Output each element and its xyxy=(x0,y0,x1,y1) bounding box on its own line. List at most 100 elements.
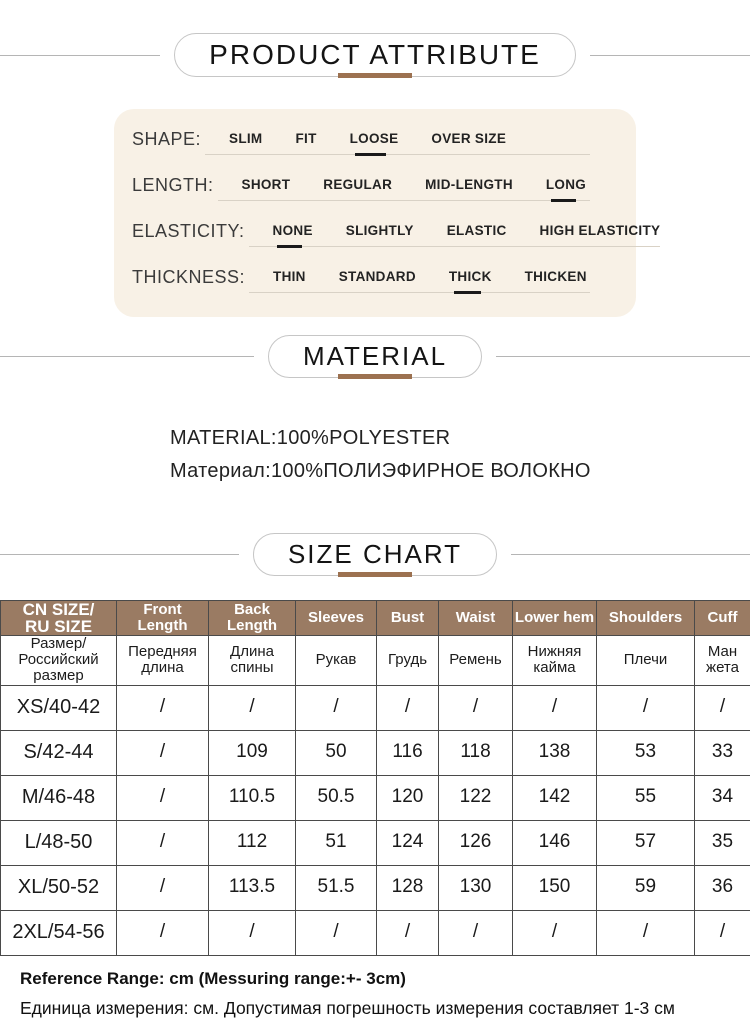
ru-header-shoulders: Плечи xyxy=(597,636,695,686)
reference-range-note: Reference Range: cm (Messuring range:+- … xyxy=(20,969,730,989)
table-cell: 34 xyxy=(695,775,750,820)
table-header-row: CN SIZE/ RU SIZE Front Length Back Lengt… xyxy=(1,601,750,636)
product-attribute-title: PRODUCT ATTRIBUTE xyxy=(209,39,541,71)
table-cell: / xyxy=(296,685,377,730)
table-cell: / xyxy=(377,685,439,730)
table-cell: / xyxy=(513,685,597,730)
table-cell: 113.5 xyxy=(209,865,296,910)
table-cell: / xyxy=(377,910,439,955)
heading-accent-bar xyxy=(338,572,412,577)
ru-header-size: Размер/ Российский размер xyxy=(1,636,117,686)
reference-range-note-ru: Единица измерения: см. Допустимая погреш… xyxy=(20,998,730,1019)
heading-line-left xyxy=(0,55,160,56)
heading-box: MATERIAL xyxy=(268,335,482,378)
table-cell: 124 xyxy=(377,820,439,865)
option-thick: THICK xyxy=(449,269,492,284)
table-cell: 150 xyxy=(513,865,597,910)
ru-header-lower-hem: Нижняя кайма xyxy=(513,636,597,686)
table-cell: 112 xyxy=(209,820,296,865)
table-cell: / xyxy=(597,910,695,955)
heading-line-left xyxy=(0,554,239,555)
col-header-waist: Waist xyxy=(439,601,513,636)
attr-row-length: LENGTH: SHORT REGULAR MID-LENGTH LONG xyxy=(132,173,618,209)
table-cell: 50.5 xyxy=(296,775,377,820)
option-slim: SLIM xyxy=(229,131,262,146)
ru-header-back-length: Длина спины xyxy=(209,636,296,686)
table-header-row-ru: Размер/ Российский размер Передняя длина… xyxy=(1,636,750,686)
ru-header-waist: Ремень xyxy=(439,636,513,686)
ru-header-sleeves: Рукав xyxy=(296,636,377,686)
table-cell: 122 xyxy=(439,775,513,820)
material-title: MATERIAL xyxy=(303,341,447,372)
table-cell: 116 xyxy=(377,730,439,775)
length-options: SHORT REGULAR MID-LENGTH LONG xyxy=(218,173,590,201)
table-cell: 35 xyxy=(695,820,750,865)
thickness-options: THIN STANDARD THICK THICKEN xyxy=(249,265,590,293)
table-cell: 55 xyxy=(597,775,695,820)
product-attribute-heading: PRODUCT ATTRIBUTE xyxy=(0,33,750,77)
size-row-s: S/42-44 / 109 50 116 118 138 53 33 xyxy=(1,730,750,775)
col-header-shoulders: Shoulders xyxy=(597,601,695,636)
option-thicken: THICKEN xyxy=(525,269,587,284)
table-cell: / xyxy=(439,910,513,955)
col-header-sleeves: Sleeves xyxy=(296,601,377,636)
col-header-cn-ru-size: CN SIZE/ RU SIZE xyxy=(1,601,117,636)
size-row-l: L/48-50 / 112 51 124 126 146 57 35 xyxy=(1,820,750,865)
size-row-m: M/46-48 / 110.5 50.5 120 122 142 55 34 xyxy=(1,775,750,820)
option-thin: THIN xyxy=(273,269,306,284)
table-cell: / xyxy=(296,910,377,955)
material-block: MATERIAL:100%POLYESTER Материал:100%ПОЛИ… xyxy=(0,427,750,483)
table-cell: 120 xyxy=(377,775,439,820)
table-cell: / xyxy=(209,685,296,730)
table-cell: / xyxy=(117,865,209,910)
heading-line-right xyxy=(590,55,750,56)
table-cell: 53 xyxy=(597,730,695,775)
size-chart-table: CN SIZE/ RU SIZE Front Length Back Lengt… xyxy=(0,600,750,956)
option-over-size: OVER SIZE xyxy=(431,131,506,146)
table-cell: / xyxy=(695,910,750,955)
option-loose: LOOSE xyxy=(350,131,399,146)
option-mid-length: MID-LENGTH xyxy=(425,177,513,192)
size-label: XL/50-52 xyxy=(1,865,117,910)
table-cell: / xyxy=(439,685,513,730)
option-standard: STANDARD xyxy=(339,269,416,284)
attr-row-shape: SHAPE: SLIM FIT LOOSE OVER SIZE xyxy=(132,127,618,163)
heading-line-right xyxy=(496,356,750,357)
ru-header-front-length: Передняя длина xyxy=(117,636,209,686)
size-chart-title: SIZE CHART xyxy=(288,539,462,570)
length-label: LENGTH: xyxy=(132,173,214,196)
col-header-front-length: Front Length xyxy=(117,601,209,636)
elasticity-label: ELASTICITY: xyxy=(132,219,245,242)
heading-line-right xyxy=(511,554,750,555)
heading-line-left xyxy=(0,356,254,357)
size-chart-heading: SIZE CHART xyxy=(0,533,750,576)
table-cell: 109 xyxy=(209,730,296,775)
shape-label: SHAPE: xyxy=(132,127,201,150)
heading-accent-bar xyxy=(338,374,412,379)
table-cell: 146 xyxy=(513,820,597,865)
table-cell: / xyxy=(597,685,695,730)
heading-accent-bar xyxy=(338,73,412,78)
option-long: LONG xyxy=(546,177,586,192)
table-cell: 51 xyxy=(296,820,377,865)
shape-options: SLIM FIT LOOSE OVER SIZE xyxy=(205,127,590,155)
table-cell: / xyxy=(117,910,209,955)
table-cell: 130 xyxy=(439,865,513,910)
col-header-cuff: Cuff xyxy=(695,601,750,636)
size-label: 2XL/54-56 xyxy=(1,910,117,955)
heading-box: PRODUCT ATTRIBUTE xyxy=(174,33,576,77)
attributes-panel: SHAPE: SLIM FIT LOOSE OVER SIZE LENGTH: … xyxy=(114,109,636,317)
option-fit: FIT xyxy=(295,131,316,146)
table-cell: 126 xyxy=(439,820,513,865)
table-cell: / xyxy=(117,775,209,820)
table-cell: / xyxy=(695,685,750,730)
table-cell: 59 xyxy=(597,865,695,910)
table-cell: / xyxy=(117,730,209,775)
col-header-lower-hem: Lower hem xyxy=(513,601,597,636)
table-cell: 57 xyxy=(597,820,695,865)
table-cell: 51.5 xyxy=(296,865,377,910)
table-cell: 142 xyxy=(513,775,597,820)
attr-row-thickness: THICKNESS: THIN STANDARD THICK THICKEN xyxy=(132,265,618,301)
heading-box: SIZE CHART xyxy=(253,533,497,576)
table-cell: 118 xyxy=(439,730,513,775)
